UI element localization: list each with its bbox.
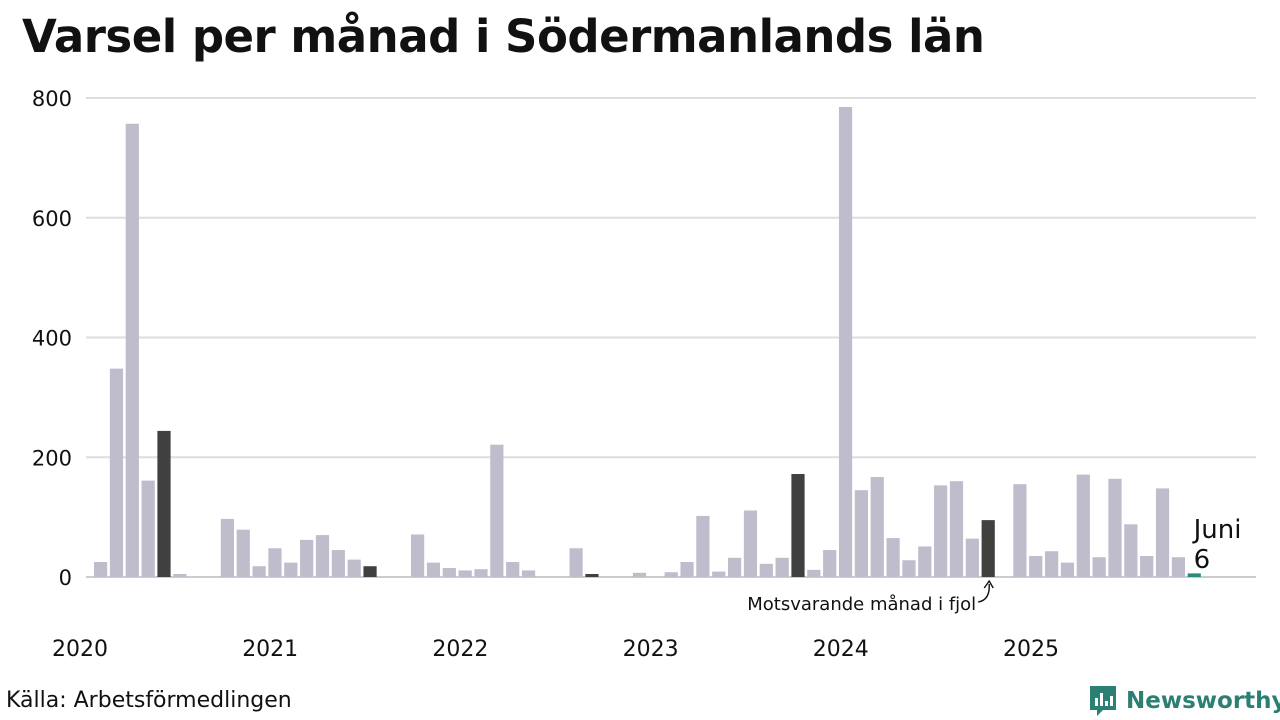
bar <box>886 538 900 577</box>
bars <box>94 106 1201 577</box>
bar <box>902 560 916 577</box>
bar <box>1108 478 1122 577</box>
bar <box>743 510 758 577</box>
bar <box>632 572 647 577</box>
bar <box>300 539 314 577</box>
bar <box>838 106 853 577</box>
bar <box>823 550 837 577</box>
bar <box>965 538 979 577</box>
bar <box>220 518 234 577</box>
latest-value-number: 6 <box>1194 545 1211 575</box>
bar <box>870 477 884 577</box>
bar <box>506 562 520 577</box>
latest-month-label: Juni <box>1192 515 1242 545</box>
x-axis-ticks: 2020 2021 2022 2023 2024 2025 <box>52 637 1059 662</box>
bar <box>315 535 330 577</box>
bar <box>268 548 282 577</box>
bar <box>141 480 155 577</box>
bar <box>1124 524 1138 577</box>
bar <box>442 568 456 577</box>
latest-value-label: Juni 6 <box>1192 515 1242 575</box>
bar <box>696 515 710 577</box>
bar <box>728 557 742 577</box>
bar <box>664 572 678 577</box>
y-axis-ticks: 0 200 400 600 800 <box>32 87 72 590</box>
y-tick-label: 200 <box>32 446 72 470</box>
bar <box>236 529 250 577</box>
brand-name: Newsworthy <box>1126 688 1280 714</box>
x-tick-label: 2021 <box>242 637 298 662</box>
bar <box>1045 551 1059 577</box>
annotation: Motsvarande månad i fjol <box>747 579 994 615</box>
bar <box>680 562 694 577</box>
y-tick-label: 400 <box>32 327 72 351</box>
bar <box>331 550 345 577</box>
bar <box>252 566 266 577</box>
newsworthy-logo-icon <box>1090 686 1116 716</box>
bar <box>474 569 488 577</box>
source-note: Källa: Arbetsförmedlingen <box>6 688 292 713</box>
bar <box>807 569 821 577</box>
bar <box>1076 474 1090 577</box>
bar <box>1092 557 1106 577</box>
bar <box>775 557 789 577</box>
bar <box>426 562 441 577</box>
bar <box>569 548 583 577</box>
bar <box>585 574 599 577</box>
bar <box>411 534 425 577</box>
bar <box>284 562 298 577</box>
bar <box>1060 562 1075 577</box>
bar <box>109 368 124 577</box>
bar <box>918 546 932 577</box>
bar <box>1013 484 1027 577</box>
bar <box>759 563 773 577</box>
x-tick-label: 2022 <box>432 637 488 662</box>
bar <box>1187 573 1201 577</box>
annotation-arrow <box>978 579 994 603</box>
bar <box>94 562 108 577</box>
x-tick-label: 2023 <box>623 637 679 662</box>
annotation-label: Motsvarande månad i fjol <box>747 594 976 615</box>
bar <box>1171 557 1185 577</box>
bar <box>1155 488 1170 577</box>
chart-title: Varsel per månad i Södermanlands län <box>22 10 985 63</box>
y-tick-label: 800 <box>32 87 72 111</box>
x-tick-label: 2024 <box>813 637 869 662</box>
bar <box>1140 556 1154 577</box>
bar <box>347 559 361 577</box>
bar <box>363 566 377 577</box>
bar <box>125 123 139 577</box>
y-tick-label: 0 <box>59 566 72 590</box>
y-tick-label: 600 <box>32 207 72 231</box>
x-tick-label: 2025 <box>1003 637 1059 662</box>
brand-logo[interactable]: Newsworthy <box>1088 684 1280 718</box>
bar <box>157 430 171 577</box>
bar <box>521 570 536 577</box>
bar <box>791 474 805 577</box>
bar <box>490 444 504 577</box>
bar <box>981 520 995 577</box>
bar <box>934 485 948 577</box>
bar <box>949 481 964 577</box>
bar <box>458 570 472 577</box>
bar <box>1029 556 1043 577</box>
bar <box>173 574 187 577</box>
bar <box>854 490 868 577</box>
bar <box>712 571 726 577</box>
x-tick-label: 2020 <box>52 637 108 662</box>
